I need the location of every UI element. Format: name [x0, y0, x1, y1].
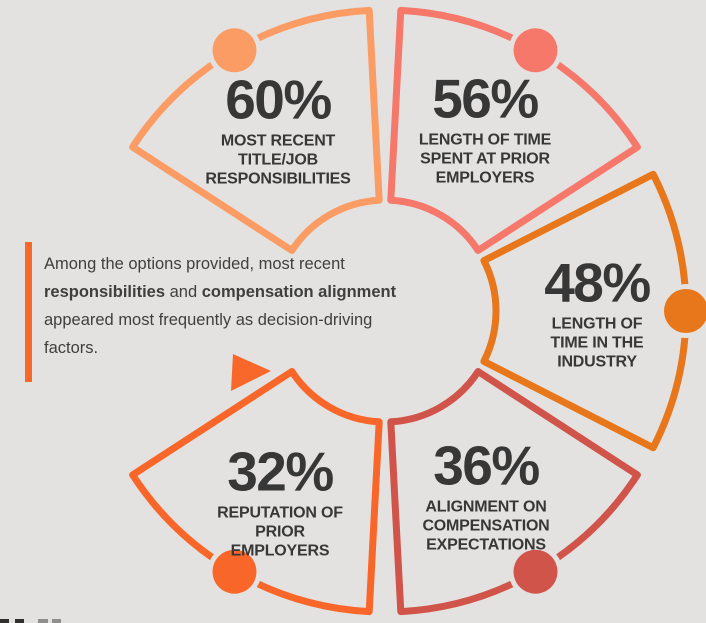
segment-stat-36: 36% ALIGNMENT ON COMPENSATION EXPECTATIO… [391, 434, 581, 556]
segment-label: LENGTH OF TIME IN THE INDUSTRY [550, 315, 644, 372]
segment-value: 48% [544, 251, 651, 314]
segment-dot-36 [513, 549, 558, 594]
callout-line: factors. [44, 339, 99, 357]
callout-accent-bar [25, 242, 32, 382]
segment-dot-56 [513, 28, 558, 73]
segment-label: ALIGNMENT ON COMPENSATION EXPECTATIONS [422, 498, 550, 555]
segment-label: LENGTH OF TIME SPENT AT PRIOR EMPLOYERS [418, 131, 552, 188]
segment-label: REPUTATION OF PRIOR EMPLOYERS [217, 504, 343, 561]
callout-arrow-icon [231, 354, 271, 391]
segment-dot-48 [664, 289, 706, 333]
wedge-56 [387, 6, 641, 254]
segment-stat-56: 56% LENGTH OF TIME SPENT AT PRIOR EMPLOY… [390, 67, 580, 189]
segment-stat-32: 32% REPUTATION OF PRIOR EMPLOYERS [185, 440, 375, 562]
callout-line: Among the options provided, most recent [44, 255, 345, 273]
segment-value: 32% [227, 440, 334, 503]
wedge-36 [387, 368, 641, 616]
wedge-32 [129, 368, 383, 616]
segment-label: MOST RECENT TITLE/JOB RESPONSIBILITIES [205, 132, 351, 189]
callout-text: Among the options provided, most recent … [44, 242, 396, 382]
clipped-text-fragment [0, 619, 80, 623]
segment-dot-32 [212, 549, 257, 594]
segment-value: 36% [433, 434, 540, 497]
segment-value: 56% [432, 67, 539, 130]
segment-value: 60% [225, 68, 332, 131]
segment-dot-60 [212, 28, 257, 73]
callout: Among the options provided, most recent … [25, 242, 396, 382]
segment-stat-48: 48% LENGTH OF TIME IN THE INDUSTRY [502, 251, 692, 373]
wedge-60 [129, 6, 383, 254]
wedge-48 [480, 170, 690, 452]
segment-stat-60: 60% MOST RECENT TITLE/JOB RESPONSIBILITI… [183, 68, 373, 190]
callout-line: responsibilities and compensation alignm… [44, 283, 397, 301]
callout-line: appeared most frequently as decision-dri… [44, 311, 373, 329]
